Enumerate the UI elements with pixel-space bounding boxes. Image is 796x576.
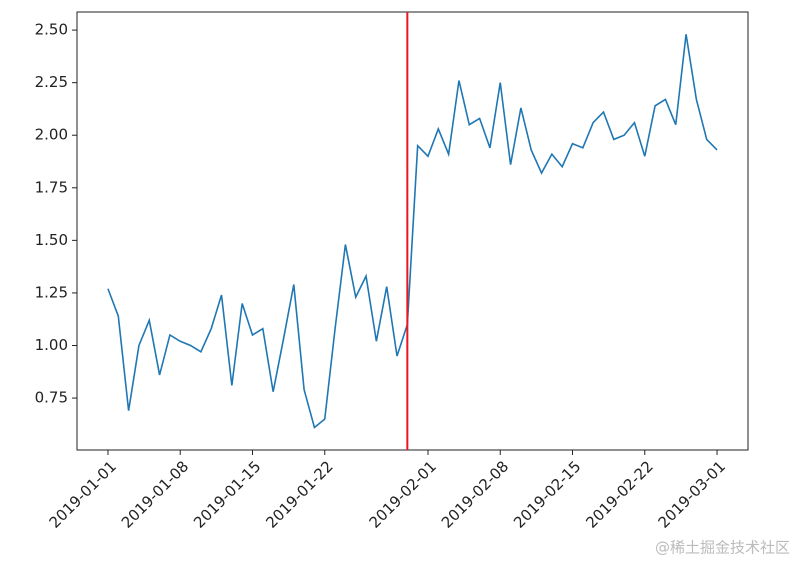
x-tick-label: 2019-02-22 [582,457,656,531]
y-tick-label: 1.50 [35,231,68,249]
watermark: @稀土掘金技术社区 [655,539,790,557]
x-tick-label: 2019-01-08 [118,457,192,531]
y-tick-label: 1.00 [35,336,68,354]
y-tick-label: 2.00 [35,126,68,144]
x-tick-label: 2019-02-15 [510,457,584,531]
plot-frame [76,11,749,451]
x-tick-label: 2019-01-15 [190,457,264,531]
x-tick-label: 2019-02-01 [366,457,440,531]
x-tick-label: 2019-01-01 [46,457,120,531]
data-line [107,34,718,429]
x-tick-label: 2019-01-22 [262,457,336,531]
y-tick-label: 2.25 [35,73,68,91]
y-tick-label: 0.75 [35,389,68,407]
y-tick-label: 2.50 [35,21,68,39]
y-tick-label: 1.75 [35,178,68,196]
x-tick-label: 2019-03-01 [655,457,729,531]
x-tick-label: 2019-02-08 [438,457,512,531]
y-tick-label: 1.25 [35,283,68,301]
